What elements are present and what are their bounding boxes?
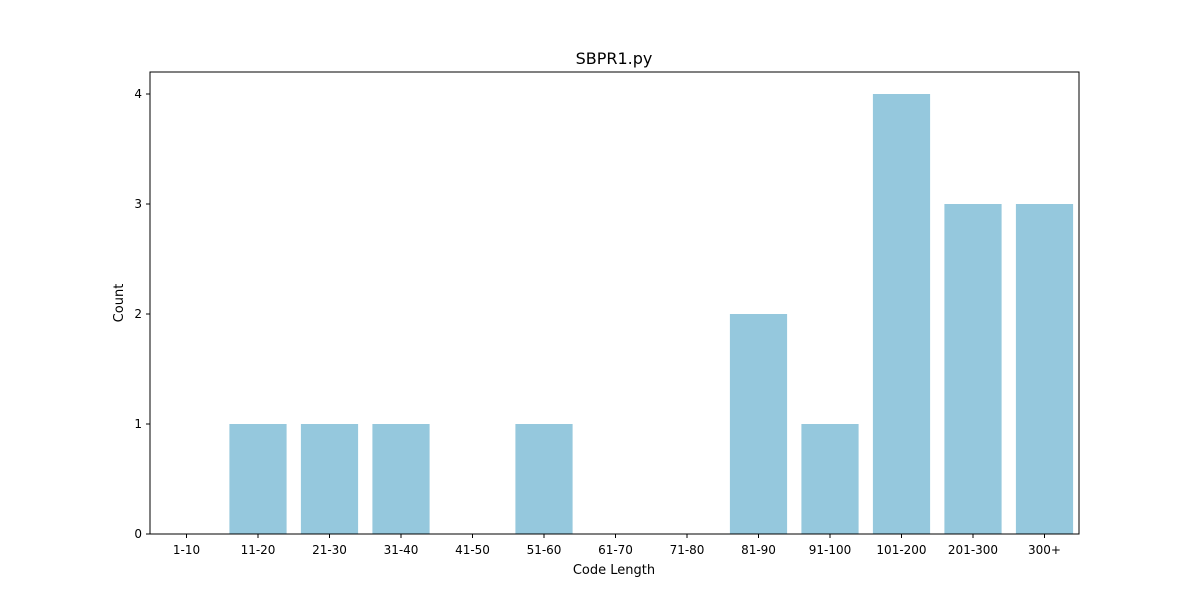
bar-101-200 [872,94,931,534]
x-tick-label: 11-20 [241,543,276,557]
bars-group [229,94,1074,534]
x-tick-label: 201-300 [948,543,998,557]
x-tick-label: 21-30 [312,543,347,557]
x-tick-label: 1-10 [173,543,200,557]
x-tick-label: 81-90 [741,543,776,557]
y-tick-label: 3 [134,197,142,211]
y-tick-label: 1 [134,417,142,431]
x-axis: 1-10 11-20 21-30 31-40 41-50 51-60 61-70 71-80 8… [173,534,1061,557]
y-tick-label: 4 [134,87,142,101]
x-axis-label: Code Length [573,563,655,578]
x-tick-label: 300+ [1028,543,1061,557]
bar-300+ [1015,204,1074,534]
x-tick-label: 41-50 [455,543,490,557]
x-tick-label: 101-200 [876,543,926,557]
y-axis: 0 1 2 3 4 [134,87,150,541]
x-tick-label: 51-60 [527,543,562,557]
y-axis-label: Count [112,284,127,323]
x-tick-label: 61-70 [598,543,633,557]
y-tick-label: 2 [134,307,142,321]
plot-frame [149,71,1080,535]
y-tick-label: 0 [134,527,142,541]
x-tick-label: 31-40 [384,543,419,557]
x-tick-label: 91-100 [809,543,852,557]
bar-11-20 [229,424,287,534]
bar-21-30 [300,424,359,534]
bar-31-40 [372,424,430,534]
bar-91-100 [801,424,859,534]
chart-title: SBPR1.py [576,49,653,68]
bar-81-90 [729,314,788,534]
x-tick-label: 71-80 [670,543,705,557]
bar-51-60 [515,424,573,534]
bar-201-300 [944,204,1002,534]
